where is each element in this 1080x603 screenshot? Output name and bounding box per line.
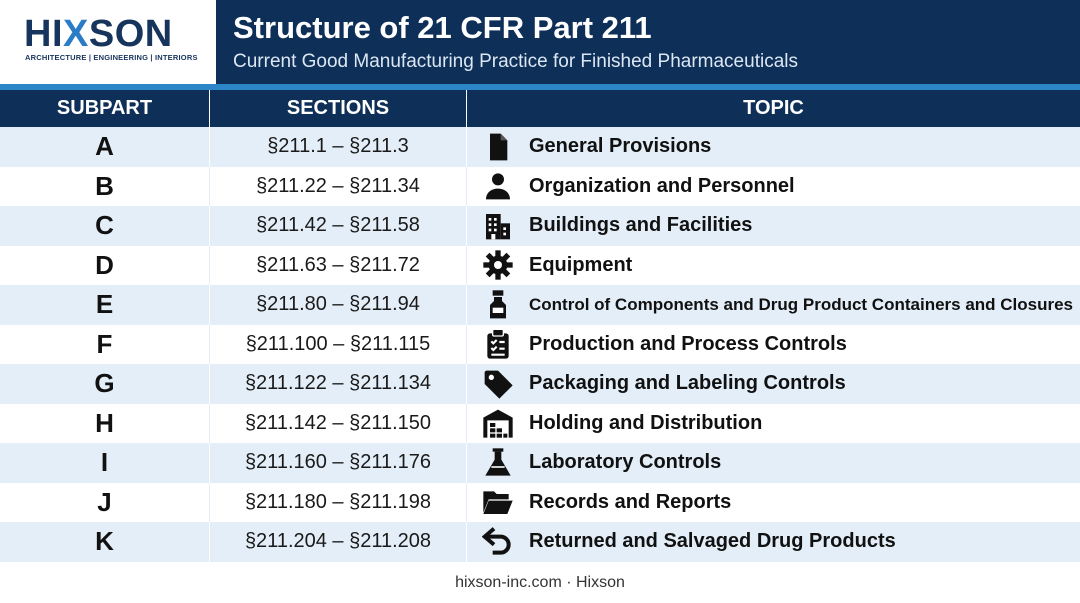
- subpart-cell: B: [0, 166, 210, 206]
- subpart-cell: K: [0, 522, 210, 562]
- flask-icon: [481, 446, 515, 480]
- table-row: B §211.22 – §211.34 Organization and Perso…: [0, 166, 1080, 207]
- subpart-cell: F: [0, 324, 210, 364]
- gear-icon: [481, 248, 515, 282]
- topic-cell: Organization and Personnel: [467, 167, 1080, 207]
- topic-label: Organization and Personnel: [529, 174, 795, 197]
- logo-tagline: ARCHITECTURE | ENGINEERING | INTERIORS: [25, 53, 198, 62]
- table-row: I §211.160 – §211.176 Laboratory Controls: [0, 443, 1080, 483]
- subpart-cell: A: [0, 127, 210, 167]
- table-body: A §211.1 – §211.3 General Provisions B §211.…: [0, 127, 1080, 562]
- topic-cell: Buildings and Facilities: [467, 206, 1080, 246]
- person-icon: [481, 169, 515, 203]
- sections-cell: §211.22 – §211.34: [210, 166, 467, 206]
- topic-label: Production and Process Controls: [529, 332, 847, 355]
- topic-label: Holding and Distribution: [529, 411, 763, 434]
- table-row: E §211.80 – §211.94 Control of Components …: [0, 285, 1080, 325]
- table-row: A §211.1 – §211.3 General Provisions: [0, 127, 1080, 167]
- subpart-cell: E: [0, 285, 210, 325]
- subpart-cell: C: [0, 206, 210, 246]
- cfr-structure-table: SUBPART SECTIONS TOPIC A §211.1 – §211.3 G…: [0, 90, 1080, 562]
- header-banner: HIXSON ARCHITECTURE | ENGINEERING | INTE…: [0, 0, 1080, 84]
- sections-cell: §211.122 – §211.134: [210, 364, 467, 404]
- footer-credit: hixson-inc.com · Hixson: [455, 574, 625, 591]
- sections-cell: §211.63 – §211.72: [210, 245, 467, 285]
- page-subtitle: Current Good Manufacturing Practice for …: [233, 51, 798, 72]
- table-row: G §211.122 – §211.134 Packaging and Labeli…: [0, 364, 1080, 404]
- sections-cell: §211.142 – §211.150: [210, 403, 467, 443]
- column-header-sections: SECTIONS: [210, 90, 467, 127]
- sections-cell: §211.100 – §211.115: [210, 324, 467, 364]
- subpart-cell: G: [0, 364, 210, 404]
- table-row: K §211.204 – §211.208 Returned and Salvage…: [0, 522, 1080, 562]
- sections-cell: §211.180 – §211.198: [210, 482, 467, 522]
- topic-label: General Provisions: [529, 135, 712, 158]
- return-arrow-icon: [481, 525, 515, 559]
- table-header: SUBPART SECTIONS TOPIC: [0, 90, 1080, 127]
- column-header-topic: TOPIC: [743, 97, 804, 119]
- column-header-subpart: SUBPART: [0, 90, 210, 127]
- table-row: F §211.100 – §211.115 Production and Proce…: [0, 324, 1080, 365]
- topic-label: Buildings and Facilities: [529, 214, 753, 237]
- topic-label: Laboratory Controls: [529, 451, 722, 474]
- tag-icon: [481, 367, 515, 401]
- subpart-cell: J: [0, 482, 210, 522]
- logo-wordmark: HIXSON: [24, 13, 173, 55]
- bottle-icon: [481, 288, 515, 322]
- sections-cell: §211.42 – §211.58: [210, 206, 467, 246]
- topic-cell: Equipment: [467, 246, 1080, 286]
- topic-label: Records and Reports: [529, 490, 732, 513]
- document-icon: [481, 130, 515, 164]
- subpart-cell: D: [0, 245, 210, 285]
- subpart-cell: I: [0, 443, 210, 483]
- topic-label: Packaging and Labeling Controls: [529, 372, 846, 395]
- sections-cell: §211.80 – §211.94: [210, 285, 467, 325]
- table-row: H §211.142 – §211.150 Holding and Distribu…: [0, 403, 1080, 444]
- sections-cell: §211.204 – §211.208: [210, 522, 467, 562]
- topic-cell: Records and Reports: [467, 483, 1080, 523]
- sections-cell: §211.1 – §211.3: [210, 127, 467, 167]
- page-title: Structure of 21 CFR Part 211: [233, 10, 652, 45]
- topic-cell: Packaging and Labeling Controls: [467, 364, 1080, 404]
- logo: HIXSON ARCHITECTURE | ENGINEERING | INTE…: [0, 0, 216, 84]
- topic-cell: Returned and Salvaged Drug Products: [467, 522, 1080, 562]
- topic-cell: Holding and Distribution: [467, 404, 1080, 444]
- topic-cell: Control of Components and Drug Product C…: [467, 285, 1080, 325]
- clipboard-check-icon: [481, 327, 515, 361]
- header-accent-line: [0, 84, 1080, 90]
- table-row: D §211.63 – §211.72 Equipment: [0, 245, 1080, 286]
- topic-cell: General Provisions: [467, 127, 1080, 167]
- topic-label: Control of Components and Drug Product C…: [529, 294, 1074, 314]
- topic-label: Returned and Salvaged Drug Products: [529, 530, 896, 553]
- warehouse-icon: [481, 406, 515, 440]
- topic-label: Equipment: [529, 253, 633, 276]
- topic-cell: Production and Process Controls: [467, 325, 1080, 365]
- folder-open-icon: [481, 485, 515, 519]
- table-row: C §211.42 – §211.58 Buildings and Faciliti…: [0, 206, 1080, 246]
- sections-cell: §211.160 – §211.176: [210, 443, 467, 483]
- table-row: J §211.180 – §211.198 Records and Reports: [0, 482, 1080, 523]
- subpart-cell: H: [0, 403, 210, 443]
- building-icon: [481, 209, 515, 243]
- topic-cell: Laboratory Controls: [467, 443, 1080, 483]
